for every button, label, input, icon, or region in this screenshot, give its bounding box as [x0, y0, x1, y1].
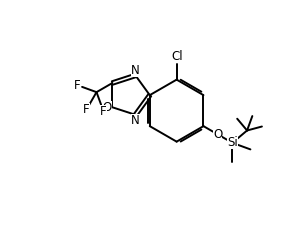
- Text: Cl: Cl: [172, 50, 183, 63]
- Text: F: F: [74, 79, 81, 92]
- Text: F: F: [83, 103, 90, 116]
- Text: N: N: [131, 64, 140, 77]
- Text: O: O: [103, 101, 112, 114]
- Text: N: N: [131, 114, 140, 127]
- Text: O: O: [213, 128, 222, 141]
- Text: F: F: [100, 105, 107, 118]
- Text: Si: Si: [227, 136, 238, 149]
